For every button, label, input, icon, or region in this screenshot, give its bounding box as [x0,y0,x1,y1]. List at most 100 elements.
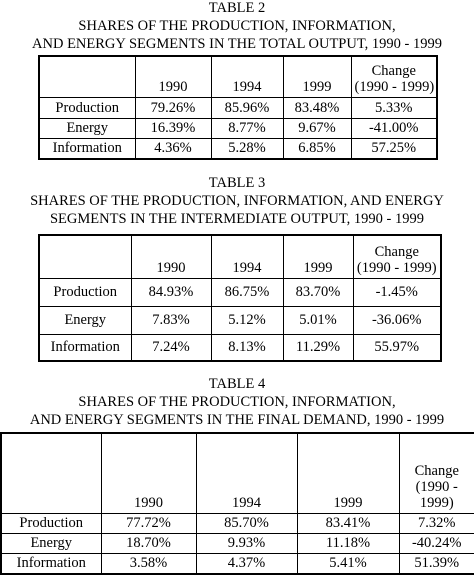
header-text: (1990 - [415,478,458,495]
data-table: 1990 1994 1999 Change (1990 - 1999) Productio… [38,234,442,362]
cell: 85.70% [195,512,298,534]
header-cell: 1999 [282,55,352,98]
cell: 83.48% [282,96,352,119]
cell: 7.24% [130,333,212,362]
row-label: Information [0,552,102,575]
cell: 11.29% [282,333,354,362]
table-box: 1990 1994 1999 Change (1990 - 1999) Productio… [38,234,442,362]
table-title: SHARES OF THE PRODUCTION, INFORMATION, [78,394,396,410]
cell: -36.06% [352,305,442,335]
table-title: AND ENERGY SEGMENTS IN THE FINAL DEMAND,… [29,412,445,428]
row-label: Information [38,137,136,160]
header-text: (1990 - 1999) [354,78,435,95]
cell: 5.01% [282,305,354,335]
table-title: SHARES OF THE PRODUCTION, INFORMATION, [78,18,396,34]
header-cell: 1994 [210,234,284,279]
header-text: 1999 [333,494,363,511]
header-text: 1990 [156,259,186,276]
data-row: Energy 7.83% 5.12% 5.01% -36.06% [38,305,442,335]
data-row: Energy 18.70% 9.93% 11.18% -40.24% [0,532,474,554]
header-row: 1990 1994 1999 Change (1990 -1999) [0,432,474,514]
cell: 11.18% [296,532,400,554]
data-row: Information 7.24% 8.13% 11.29% 55.97% [38,333,442,362]
data-row: Energy 16.39% 8.77% 9.67% -41.00% [38,117,438,139]
header-text: Change [414,462,459,479]
header-cell: Change (1990 - 1999) [350,55,438,98]
cell: 4.37% [195,552,298,575]
header-cell: 1990 [134,55,212,98]
cell: 5.12% [210,305,284,335]
header-cell: 1999 [282,234,354,279]
table-title: SEGMENTS IN THE INTERMEDIATE OUTPUT, 199… [49,211,425,227]
cell: 9.67% [282,117,352,139]
table-title: SHARES OF THE PRODUCTION, INFORMATION, A… [30,193,444,209]
header-text: (1990 - 1999) [356,259,437,276]
cell: 8.77% [210,117,284,139]
header-row: 1990 1994 1999 Change (1990 - 1999) [38,55,438,98]
data-row: Production 79.26% 85.96% 83.48% 5.33% [38,96,438,119]
table-title: TABLE 3 [208,175,266,191]
header-cell: 1990 [100,432,197,514]
cell: 16.39% [134,117,212,139]
header-text: Change [374,243,419,260]
cell: 6.85% [282,137,352,160]
data-table: 1990 1994 1999 Change (1990 - 1999) Productio… [38,55,438,160]
cell: 77.72% [100,512,197,534]
cell: 85.96% [210,96,284,119]
header-cell: 1994 [195,432,298,514]
cell: 5.28% [210,137,284,160]
header-text: 1999 [302,78,332,95]
header-cell: 1994 [210,55,284,98]
table-title: AND ENERGY SEGMENTS IN THE TOTAL OUTPUT,… [32,36,442,52]
header-text: Change [371,62,416,79]
header-text: 1994 [232,78,262,95]
row-label: Energy [38,305,132,335]
data-row: Information 4.36% 5.28% 6.85% 57.25% [38,137,438,160]
cell: 4.36% [134,137,212,160]
header-cell [0,432,102,514]
data-row: Production 77.72% 85.70% 83.41% 7.32% [0,512,474,534]
data-row: Information 3.58% 4.37% 5.41% 51.39% [0,552,474,575]
header-cell: 1999 [296,432,400,514]
cell: 83.41% [296,512,400,534]
data-table: 1990 1994 1999 Change (1990 -1999) Production… [0,432,474,575]
cell: 7.32% [398,512,474,534]
row-label: Information [38,333,132,362]
table-title: TABLE 2 [208,0,266,16]
cell: 57.25% [350,137,438,160]
cell: 5.33% [350,96,438,119]
cell: -41.00% [350,117,438,139]
cell: -40.24% [398,532,474,554]
header-text: 1994 [232,494,261,511]
cell: 3.58% [100,552,197,575]
header-row: 1990 1994 1999 Change (1990 - 1999) [38,234,442,279]
header-text: 1990 [134,494,163,511]
cell: 79.26% [134,96,212,119]
header-cell [38,55,136,98]
table-box: 1990 1994 1999 Change (1990 -1999) Production… [0,432,474,575]
header-text: 1990 [158,78,188,95]
header-cell: Change (1990 - 1999) [352,234,442,279]
header-cell [38,234,132,279]
row-label: Energy [0,532,102,554]
header-cell: Change (1990 -1999) [398,432,474,514]
cell: 18.70% [100,532,197,554]
cell: 51.39% [398,552,474,575]
header-text: 1994 [232,259,262,276]
header-text: 1999 [303,259,333,276]
row-label: Production [38,277,132,307]
data-row: Production 84.93% 86.75% 83.70% -1.45% [38,277,442,307]
cell: 86.75% [210,277,284,307]
row-label: Production [38,96,136,119]
row-label: Energy [38,117,136,139]
table-box: 1990 1994 1999 Change (1990 - 1999) Productio… [38,55,438,160]
cell: 9.93% [195,532,298,554]
cell: 7.83% [130,305,212,335]
header-cell: 1990 [130,234,212,279]
row-label: Production [0,512,102,534]
cell: 84.93% [130,277,212,307]
cell: 83.70% [282,277,354,307]
cell: 5.41% [296,552,400,575]
cell: 55.97% [352,333,442,362]
